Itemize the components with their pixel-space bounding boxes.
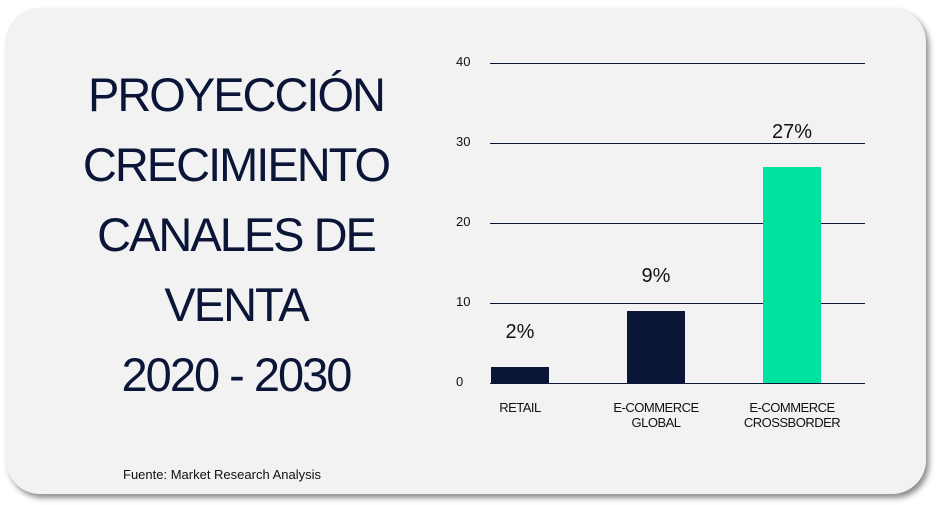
grid-line (490, 223, 865, 224)
y-tick-label: 30 (456, 134, 471, 149)
y-tick-label: 10 (456, 294, 471, 309)
y-tick-label: 20 (456, 214, 471, 229)
chart-title: PROYECCIÓN CRECIMIENTO CANALES DE VENTA 2020… (26, 60, 446, 410)
grid-line (490, 143, 865, 144)
y-tick-label: 40 (456, 54, 471, 69)
title-line: VENTA (164, 278, 309, 331)
title-line: 2020 - 2030 (121, 348, 353, 401)
title-line: PROYECCIÓN (88, 68, 386, 121)
title-line: CANALES DE (97, 208, 377, 261)
x-tick-label: RETAIL (499, 400, 541, 415)
grid-line (490, 383, 865, 384)
grid-line (490, 303, 865, 304)
value-label: 27% (771, 121, 813, 143)
title-line: CRECIMIENTO (82, 138, 391, 191)
x-tick-label: E-COMMERCE GLOBAL (613, 400, 699, 430)
value-label: 2% (505, 321, 535, 343)
bar (490, 367, 550, 383)
y-tick-label: 0 (456, 374, 464, 389)
source: Fuente: Market Research Analysis (123, 467, 321, 482)
value-label: 9% (641, 265, 671, 287)
x-tick-label: E-COMMERCE CROSSBORDER (743, 400, 841, 430)
bar (762, 167, 822, 383)
bar (626, 311, 686, 383)
grid-line (490, 63, 865, 64)
